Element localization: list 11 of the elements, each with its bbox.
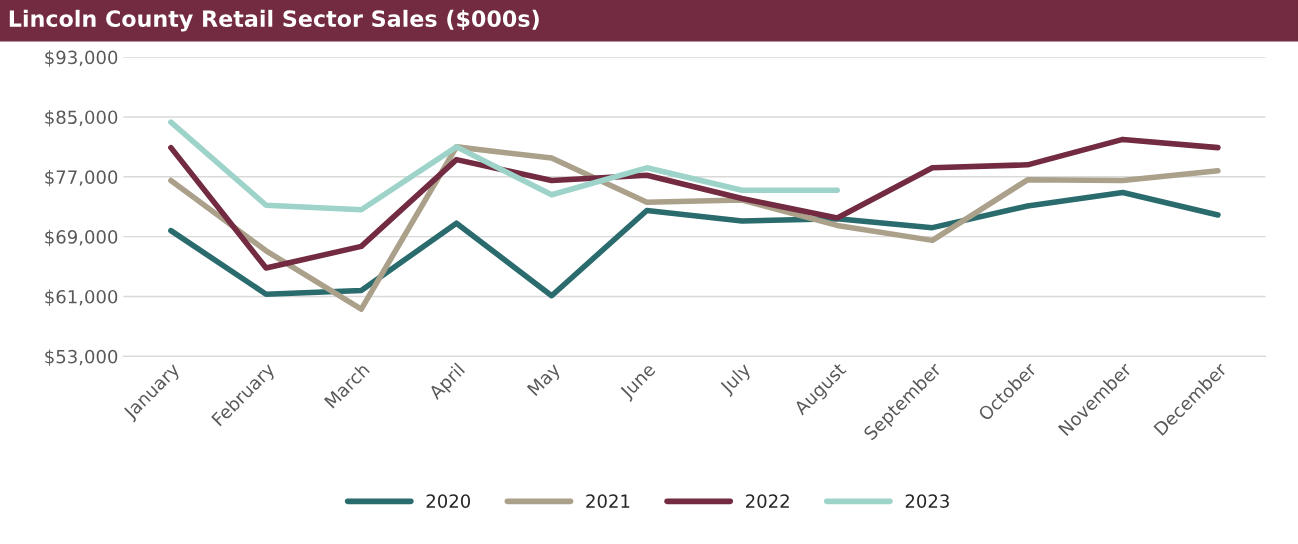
y-tick-label: $61,000 bbox=[45, 289, 118, 306]
y-tick-label: $85,000 bbox=[45, 110, 118, 127]
legend-label: 2023 bbox=[905, 494, 949, 508]
y-tick-label: $93,000 bbox=[45, 50, 118, 67]
legend-label: 2022 bbox=[746, 494, 789, 508]
legend-label: 2020 bbox=[426, 494, 471, 508]
y-tick-label: $53,000 bbox=[45, 349, 118, 366]
y-tick-label: $77,000 bbox=[45, 169, 118, 187]
chart-title: Lincoln County Retail Sector Sales ($000s) bbox=[9, 9, 539, 32]
legend-label: 2021 bbox=[586, 494, 630, 508]
y-tick-label: $69,000 bbox=[45, 229, 118, 247]
